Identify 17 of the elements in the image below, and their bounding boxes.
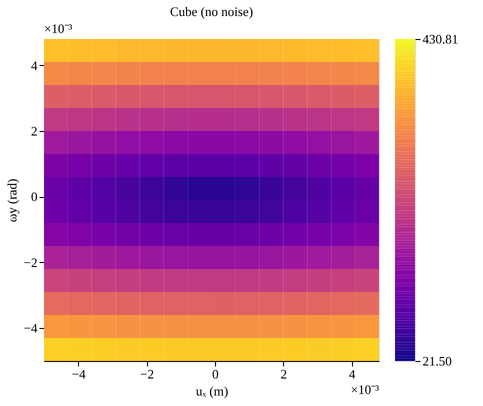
x-tick-label: −2 bbox=[140, 366, 154, 382]
y-tick-label: 4 bbox=[31, 58, 38, 73]
y-tick-label: 2 bbox=[31, 124, 38, 138]
y-tick-label: −2 bbox=[24, 254, 38, 270]
x-axis-title: uₓ (m) bbox=[196, 384, 228, 398]
chart-title: Cube (no noise) bbox=[170, 4, 254, 19]
x-tick-label: 2 bbox=[280, 366, 288, 382]
x-tick-label: −4 bbox=[72, 366, 86, 382]
text: ×10⁻³ bbox=[44, 21, 72, 36]
x-tick-label: 4 bbox=[348, 366, 356, 382]
y-tick-label: 0 bbox=[31, 189, 38, 204]
x-tick-label: 0 bbox=[212, 366, 219, 382]
text: ×10⁻³ bbox=[350, 382, 380, 397]
color-bar-label: 430.81 bbox=[422, 32, 458, 46]
y-axis-title: ωy (rad) bbox=[4, 178, 20, 222]
y-tick-label: −4 bbox=[24, 320, 38, 336]
color-bar-label: 21.50 bbox=[422, 354, 452, 368]
